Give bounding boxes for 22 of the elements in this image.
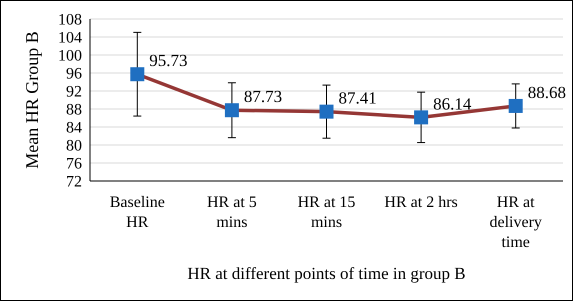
x-axis-title: HR at different points of time in group B [187, 264, 466, 283]
data-label: 87.73 [244, 87, 282, 106]
x-tick-label: HR at 5 mins [207, 194, 257, 231]
y-tick-label: 100 [58, 48, 82, 65]
y-tick-label: 88 [66, 102, 82, 119]
y-tick-label: 84 [66, 120, 82, 137]
y-tick-label: 72 [66, 174, 82, 191]
y-axis-title: Mean HR Group B [22, 31, 42, 169]
y-tick-label: 76 [66, 156, 82, 173]
data-label: 87.41 [338, 88, 377, 108]
y-tick-label: 80 [66, 138, 82, 155]
x-tick-label: HR at 15 mins [298, 194, 356, 231]
data-label: 88.68 [528, 82, 566, 102]
y-tick-label: 108 [58, 12, 82, 29]
y-tick-label: 104 [58, 30, 82, 47]
y-tick-label: 92 [66, 84, 82, 101]
y-tick-label: 96 [66, 66, 82, 83]
data-label: 95.73 [149, 51, 188, 70]
x-tick-label: HR at delivery time [489, 194, 542, 251]
data-label: 86.14 [433, 94, 472, 114]
x-tick-label: Baseline HR [110, 194, 165, 231]
x-tick-label: HR at 2 hrs [384, 194, 458, 211]
